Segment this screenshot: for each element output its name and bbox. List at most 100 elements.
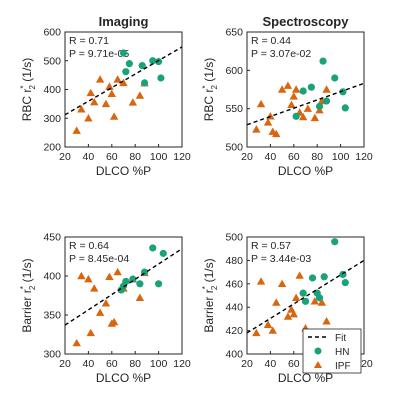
panel-3-y-axis-label-unit: (1/s)	[20, 258, 34, 285]
panel-1-ipf-point	[77, 105, 86, 113]
panel-3-x-tick-label: 40	[83, 358, 95, 370]
panel-4-hn-point	[320, 273, 328, 281]
panel-1-stat-r: R = 0.71	[69, 35, 109, 47]
panel-4-ipf-point	[322, 317, 331, 325]
panel-2-y-tick-label: 500	[225, 142, 243, 154]
panel-2-ipf-point	[322, 85, 331, 93]
panel-1-x-axis-label: DLCO %P	[96, 164, 151, 178]
panel-1-x-tick-label: 60	[106, 151, 118, 163]
panel-2-hn-point	[307, 83, 315, 91]
panel-2-y-axis-label-unit: (1/s)	[202, 58, 216, 85]
panel-1-x-tick-label: 20	[59, 151, 71, 163]
panel-3-ipf-point	[105, 272, 114, 280]
panel-1-ipf-point	[128, 98, 138, 106]
legend: Fit HN IPF	[302, 328, 362, 374]
panel-1-ipf-point	[119, 78, 128, 87]
panel-1-y-axis-label-sub: 2	[28, 85, 37, 90]
panel-4-y-axis-label: Barrier r*2 (1/s)	[201, 258, 219, 332]
panel-4-hn-point	[301, 297, 310, 305]
panel-2-ipf-point	[289, 92, 298, 100]
panel-4-ipf-point	[268, 326, 277, 334]
panel-3-y-tick-label: 350	[43, 310, 61, 322]
panel-3-ipf-point	[95, 308, 105, 316]
panel-3-x-tick-label: 60	[106, 358, 118, 370]
panel-3-y-axis-label-sub: 2	[28, 285, 37, 290]
panel-1-ipf-point	[107, 89, 116, 98]
panel-2-hn-point	[339, 88, 347, 96]
panel-1-x-tick-label: 120	[173, 151, 191, 163]
panel-3-ipf-point	[77, 271, 86, 280]
panel-3-fit-line	[64, 248, 183, 326]
panel-2-y-tick-label: 650	[225, 27, 243, 39]
panel-4-stat-r: R = 0.57	[251, 240, 291, 252]
panel-1-ipf-point	[135, 91, 145, 99]
panel-1-x-tick-label: 80	[129, 151, 141, 163]
panel-2-ipf-point	[298, 112, 308, 121]
panel-1-hn-point	[125, 60, 133, 68]
panel-1-ipf-point	[84, 114, 93, 122]
panel-4-y-axis-label-sub: 2	[210, 285, 219, 290]
panel-2-y-axis-label-sup: *	[201, 86, 210, 89]
panel-4-ipf-point	[295, 271, 304, 279]
panel-1-y-axis-label-main: RBC r	[20, 89, 34, 122]
panel-4-ipf-point	[283, 312, 293, 320]
panel-3-y-axis-label-main: Barrier r	[20, 289, 34, 332]
panel-2-y-axis-label-sub: 2	[210, 85, 219, 90]
panel-4-x-tick-label: 40	[265, 358, 277, 370]
panel-3-y-axis-label: Barrier r*2 (1/s)	[19, 258, 37, 332]
panel-2-hn-point	[319, 57, 327, 65]
panel-2-y-tick-label: 550	[225, 103, 243, 115]
panel-2-ipf-point	[263, 118, 273, 126]
panel-3-y-tick-label: 400	[43, 271, 61, 283]
panel-1-y-axis-label: RBC r*2 (1/s)	[19, 58, 37, 122]
panel-4-fit-line	[246, 259, 365, 334]
panel-1-hn-point	[122, 68, 130, 76]
panel-1-ipf-point	[105, 82, 114, 90]
panel-3-x-tick-label: 100	[150, 358, 168, 370]
panel-2-stat-r: R = 0.44	[251, 35, 291, 47]
panel-2-ipf-point	[272, 129, 281, 138]
panel-4-ipf-point	[263, 320, 273, 328]
panel-1-y-tick-label: 400	[43, 84, 61, 96]
panel-2-ipf-point	[252, 125, 261, 133]
panel-4-hn-point	[331, 238, 339, 246]
panel-1-ipf-point	[113, 75, 122, 83]
panel-1-hn-point	[155, 58, 163, 66]
panel-2-x-tick-label: 100	[332, 151, 350, 163]
panel-2-hn-point	[299, 87, 307, 95]
panel-3-y-axis-label-sup: *	[19, 286, 28, 289]
panel-2-y-axis-label: RBC r*2 (1/s)	[201, 58, 219, 122]
panel-3-ipf-point	[90, 284, 99, 292]
panel-3-ipf-point	[84, 274, 93, 283]
panel-2-x-tick-label: 120	[355, 151, 373, 163]
panel-1-ipf-point	[95, 75, 105, 83]
panel-1-ipf-point	[90, 97, 99, 106]
panel-1-y-axis-label-unit: (1/s)	[20, 58, 34, 85]
panel-3-x-tick-label: 80	[129, 358, 141, 370]
panel-2-hn-point	[315, 102, 324, 110]
panel-3-y-tick-label: 450	[43, 232, 61, 244]
panel-3-plot-frame	[64, 236, 183, 355]
panel-1-y-tick-label: 200	[43, 142, 61, 154]
panel-2-hn-point	[292, 112, 300, 120]
panel-1-y-axis-label-sup: *	[19, 86, 28, 89]
panel-3-x-tick-label: 120	[173, 358, 191, 370]
panel-1-x-tick-label: 100	[150, 151, 168, 163]
panel-3-hn-point	[159, 249, 167, 257]
legend-ipf-label: IPF	[335, 361, 351, 372]
legend-fit-label: Fit	[335, 333, 346, 344]
panel-1-y-tick-label: 300	[43, 113, 61, 125]
panel-2-y-tick-label: 600	[225, 65, 243, 77]
panel-4-hn-point	[341, 279, 349, 287]
panel-4-ipf-point	[252, 328, 261, 337]
panel-3-x-tick-label: 20	[59, 358, 71, 370]
panel-2-x-axis-label: DLCO %P	[278, 164, 333, 178]
panel-3-hn-point	[122, 277, 130, 286]
panel-4-y-axis-label-sup: *	[201, 286, 210, 289]
panel-2-y-axis-label-main: RBC r	[202, 89, 216, 122]
panel-1-hn-point	[157, 74, 165, 82]
panel-4-hn-point	[299, 289, 307, 297]
panel-2-ipf-point	[283, 81, 293, 89]
legend-hn-label: HN	[335, 347, 349, 358]
panel-4-x-axis-label: DLCO %P	[278, 371, 333, 385]
